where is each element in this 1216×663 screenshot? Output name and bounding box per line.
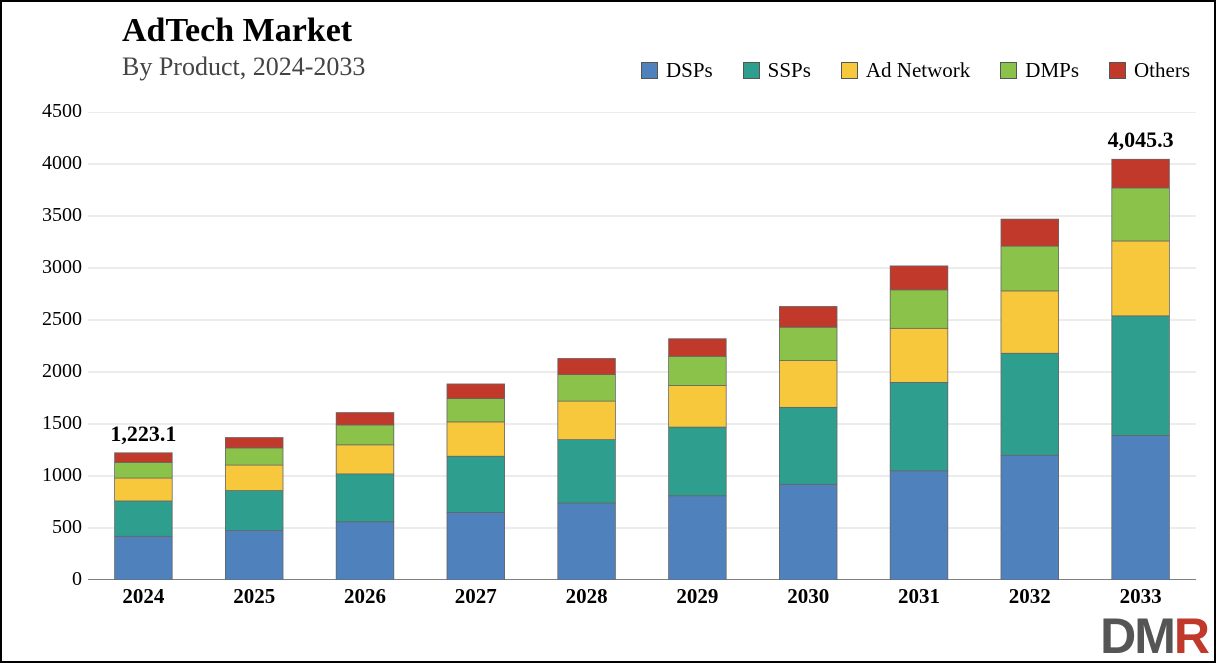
x-tick-label: 2028	[566, 584, 608, 609]
bar-segment	[669, 339, 727, 357]
y-tick-label: 1500	[24, 412, 82, 435]
logo-text: DM	[1100, 608, 1174, 663]
bar-segment	[336, 445, 394, 474]
bar-segment	[336, 425, 394, 445]
legend-label: DSPs	[666, 58, 713, 83]
bar-segment	[115, 453, 173, 463]
legend-label: DMPs	[1025, 58, 1079, 83]
bar-segment	[447, 512, 505, 580]
bar-segment	[558, 503, 616, 580]
bar-segment	[1001, 219, 1059, 246]
legend-swatch	[1000, 62, 1017, 79]
bar-segment	[558, 358, 616, 374]
y-tick-label: 4000	[24, 152, 82, 175]
x-tick-label: 2025	[233, 584, 275, 609]
bar-segment	[225, 448, 283, 465]
bar-segment	[115, 536, 173, 580]
y-tick-label: 0	[24, 568, 82, 591]
bar-segment	[336, 474, 394, 522]
x-tick-label: 2031	[898, 584, 940, 609]
y-tick-label: 500	[24, 516, 82, 539]
bar-segment	[225, 438, 283, 448]
chart-header: AdTech Market By Product, 2024-2033	[122, 12, 365, 82]
legend-item: SSPs	[743, 58, 811, 83]
x-tick-label: 2027	[455, 584, 497, 609]
bar-segment	[890, 290, 948, 328]
bar-segment	[447, 456, 505, 512]
bar-segment	[669, 356, 727, 385]
y-tick-label: 1000	[24, 464, 82, 487]
bar-segment	[447, 422, 505, 456]
bar-segment	[336, 413, 394, 425]
bar-segment	[1112, 241, 1170, 316]
chart-frame: AdTech Market By Product, 2024-2033 DSPs…	[0, 0, 1216, 663]
x-tick-label: 2024	[122, 584, 164, 609]
bar-segment	[779, 484, 837, 580]
bar-segment	[1112, 435, 1170, 580]
bar-segment	[115, 501, 173, 536]
x-tick-label: 2032	[1009, 584, 1051, 609]
bar-segment	[779, 361, 837, 408]
chart-area: 050010001500200025003000350040004500	[24, 112, 1196, 580]
brand-logo: DMR	[1100, 607, 1208, 663]
legend-swatch	[841, 62, 858, 79]
legend-item: Ad Network	[841, 58, 970, 83]
legend-swatch	[1109, 62, 1126, 79]
chart-legend: DSPs SSPs Ad Network DMPs Others	[641, 58, 1190, 83]
bar-segment	[558, 401, 616, 439]
bar-segment	[447, 384, 505, 399]
bar-segment	[890, 471, 948, 580]
chart-plot	[88, 112, 1196, 580]
bar-segment	[669, 427, 727, 496]
bar-segment	[890, 266, 948, 290]
bar-segment	[336, 522, 394, 580]
bar-segment	[779, 306, 837, 327]
x-tick-label: 2030	[787, 584, 829, 609]
bar-segment	[115, 478, 173, 501]
legend-item: DMPs	[1000, 58, 1079, 83]
data-callout: 4,045.3	[1108, 127, 1174, 153]
bar-segment	[779, 407, 837, 484]
bar-segment	[1112, 159, 1170, 188]
legend-label: Others	[1134, 58, 1190, 83]
legend-label: SSPs	[768, 58, 811, 83]
chart-title: AdTech Market	[122, 12, 365, 50]
bar-segment	[890, 382, 948, 470]
y-tick-label: 2500	[24, 308, 82, 331]
legend-label: Ad Network	[866, 58, 970, 83]
y-tick-label: 4500	[24, 100, 82, 123]
x-tick-label: 2033	[1120, 584, 1162, 609]
x-axis-labels: 2024 2025 2026 2027 2028 2029 2030 2031 2032 2033	[88, 584, 1196, 614]
bar-segment	[779, 327, 837, 360]
legend-item: Others	[1109, 58, 1190, 83]
bar-segment	[1112, 188, 1170, 241]
bar-segment	[558, 440, 616, 503]
bar-segment	[1001, 455, 1059, 580]
bar-segment	[447, 399, 505, 422]
bar-segment	[890, 328, 948, 382]
bar-segment	[669, 386, 727, 428]
bar-segment	[225, 465, 283, 490]
bar-segment	[225, 491, 283, 531]
y-tick-label: 2000	[24, 360, 82, 383]
bar-segment	[225, 531, 283, 580]
y-tick-label: 3500	[24, 204, 82, 227]
bar-segment	[669, 496, 727, 580]
legend-swatch	[641, 62, 658, 79]
bar-segment	[558, 375, 616, 402]
x-tick-label: 2026	[344, 584, 386, 609]
chart-subtitle: By Product, 2024-2033	[122, 52, 365, 82]
x-tick-label: 2029	[676, 584, 718, 609]
logo-accent: R	[1174, 608, 1208, 663]
bar-segment	[1001, 246, 1059, 291]
bar-segment	[1112, 316, 1170, 436]
data-callout: 1,223.1	[110, 421, 176, 447]
bar-segment	[1001, 291, 1059, 353]
legend-swatch	[743, 62, 760, 79]
y-tick-label: 3000	[24, 256, 82, 279]
bar-segment	[1001, 353, 1059, 455]
legend-item: DSPs	[641, 58, 713, 83]
bar-segment	[115, 462, 173, 478]
